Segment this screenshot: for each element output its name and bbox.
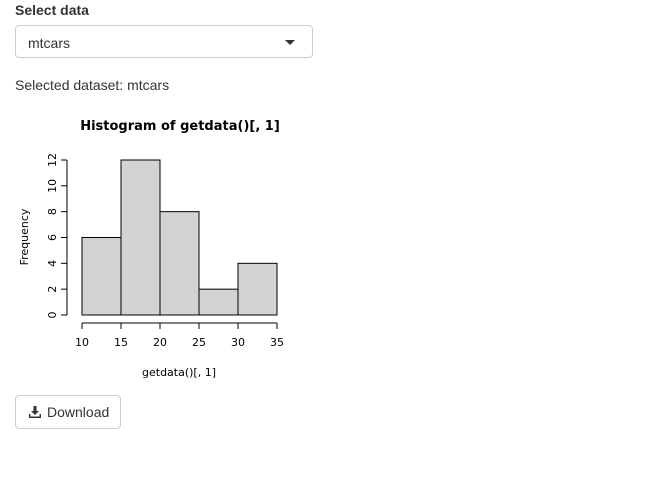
x-tick-label: 15 bbox=[114, 336, 128, 349]
y-axis: 0 2 4 6 8 10 12 bbox=[46, 153, 68, 319]
x-axis: 10 15 20 25 30 35 bbox=[75, 322, 284, 349]
histogram-bar bbox=[237, 262, 278, 316]
y-tick-label: 4 bbox=[46, 260, 59, 267]
download-label: Download bbox=[47, 404, 110, 420]
x-tick-label: 35 bbox=[270, 336, 284, 349]
histogram-plot: Histogram of getdata()[, 1] 10 15 20 25 30 35… bbox=[18, 119, 284, 379]
download-button[interactable]: Download bbox=[15, 395, 121, 429]
histogram-bar bbox=[198, 288, 239, 316]
y-tick-label: 6 bbox=[46, 234, 59, 241]
y-tick-label: 10 bbox=[46, 179, 59, 193]
x-tick-label: 30 bbox=[231, 336, 245, 349]
y-tick-label: 0 bbox=[46, 312, 59, 319]
y-axis-label: Frequency bbox=[18, 208, 31, 265]
histogram-bar bbox=[120, 159, 161, 316]
select-data-label: Select data bbox=[15, 2, 89, 18]
x-tick-label: 20 bbox=[153, 336, 167, 349]
histogram-bar bbox=[159, 211, 200, 316]
y-tick-label: 12 bbox=[46, 153, 59, 167]
download-icon bbox=[29, 406, 41, 418]
x-tick-label: 10 bbox=[75, 336, 89, 349]
chart-title: Histogram of getdata()[, 1] bbox=[80, 119, 280, 134]
dataset-select[interactable]: mtcars bbox=[15, 25, 313, 58]
y-tick-label: 8 bbox=[46, 208, 59, 215]
dataset-select-value: mtcars bbox=[28, 35, 70, 51]
x-axis-label: getdata()[, 1] bbox=[142, 366, 216, 379]
selected-dataset-text: Selected dataset: mtcars bbox=[15, 77, 170, 93]
bars-group bbox=[81, 159, 278, 316]
y-tick-label: 2 bbox=[46, 286, 59, 293]
caret-down-icon bbox=[285, 40, 295, 45]
x-tick-label: 25 bbox=[192, 336, 206, 349]
histogram-bar bbox=[81, 237, 122, 316]
